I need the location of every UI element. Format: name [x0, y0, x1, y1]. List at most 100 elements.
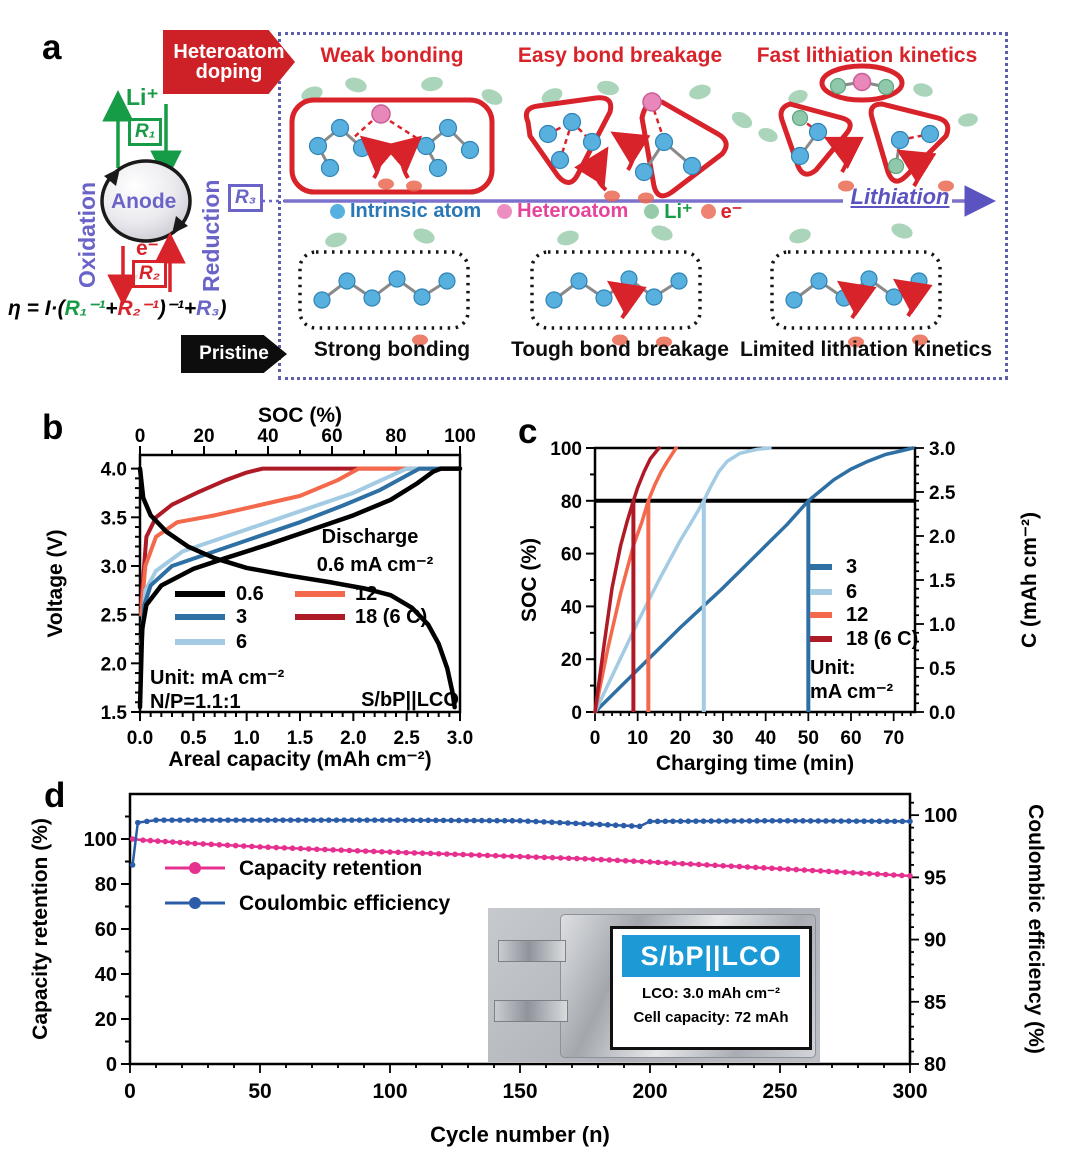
marker: [639, 858, 645, 865]
label-easy-bond-breakage: Easy bond breakage: [517, 44, 723, 67]
legend-label: Capacity retention: [239, 857, 422, 880]
marker: [738, 818, 745, 824]
marker: [492, 852, 499, 859]
y2-tick-label: 0.0: [929, 703, 955, 724]
marker: [169, 817, 175, 823]
marker: [801, 867, 808, 873]
molecule-easy-bond-breakage: [523, 80, 753, 204]
label-weak-bonding: Weak bonding: [320, 44, 464, 67]
x-tick-label: 200: [632, 1080, 667, 1103]
marker: [177, 817, 183, 823]
marker: [850, 869, 856, 876]
legend-label: 12: [846, 604, 868, 626]
marker: [273, 844, 280, 851]
marker: [370, 848, 377, 855]
marker: [663, 859, 670, 866]
marker: [708, 818, 714, 824]
x-tick-label: 150: [502, 1080, 537, 1103]
marker: [533, 854, 540, 860]
marker: [326, 817, 332, 823]
heteroatom-icon: [371, 104, 391, 124]
marker: [752, 864, 759, 871]
marker: [448, 817, 454, 824]
chart-soc-time: 0 10 20 30 40 50 60 70 0 20 40 60 80 100 0.0 0.5 1.0 1.5 2…: [520, 439, 1041, 775]
eq-part: )⁻¹+: [158, 297, 197, 320]
marker: [712, 862, 718, 869]
y2-tick-label: 2.5: [929, 483, 956, 504]
heteroatom-dot-icon: [497, 204, 513, 219]
soc-tick-label: 20: [193, 426, 214, 447]
marker: [484, 852, 491, 859]
marker: [899, 872, 905, 879]
marker: [612, 822, 619, 829]
series-0.6 charge: [137, 466, 463, 710]
marker: [364, 817, 370, 823]
marker: [517, 817, 523, 824]
marker: [411, 850, 418, 856]
marker: [679, 860, 686, 867]
soc-tick-label: 40: [257, 426, 278, 447]
marker: [596, 821, 603, 828]
x-tick-label: 50: [248, 1080, 271, 1103]
marker: [628, 823, 635, 829]
marker: [647, 818, 653, 825]
marker: [655, 859, 661, 866]
legend-li-ion: Li⁺: [644, 199, 693, 224]
marker: [478, 817, 485, 824]
legend-label: 3: [236, 606, 247, 628]
legend-intrinsic-atom: Intrinsic atom: [330, 200, 481, 223]
x-tick-label: 50: [798, 728, 819, 749]
inset-capacity-line: Cell capacity: 72 mAh: [633, 1009, 789, 1026]
x-tick-label: 0: [590, 728, 601, 749]
marker: [193, 817, 199, 823]
marker: [155, 838, 161, 844]
x-tick-label: 60: [840, 728, 861, 749]
marker: [281, 845, 288, 851]
marker: [460, 851, 466, 858]
legend-unit2: mA cm⁻²: [810, 681, 894, 703]
inset-info-box: S/bP||LCO LCO: 3.0 mAh cm⁻² Cell capacit…: [610, 926, 812, 1050]
marker: [427, 850, 434, 857]
r2-box: R₂: [132, 260, 167, 288]
marker: [509, 853, 515, 860]
heteroatom-icon: [642, 92, 662, 112]
marker: [440, 817, 447, 824]
marker: [800, 818, 806, 824]
marker: [784, 817, 791, 824]
banner-line1: Heteroatom: [173, 40, 285, 63]
marker: [395, 849, 401, 856]
x-tick-label: 100: [372, 1080, 407, 1103]
lithiation-label: Lithiation: [850, 184, 950, 209]
marker: [501, 817, 508, 824]
marker: [417, 817, 424, 824]
marker: [769, 817, 776, 824]
marker: [630, 858, 637, 864]
marker: [823, 818, 829, 824]
marker: [842, 869, 848, 876]
marker: [162, 838, 169, 845]
y2-tick-label: 1.5: [929, 571, 956, 592]
y-tick-label: 80: [561, 492, 582, 513]
soc-tick-label: 100: [444, 426, 476, 447]
heteroatom-doping-banner: Heteroatom doping: [163, 30, 295, 94]
pouch-tab-icon: [494, 1000, 568, 1022]
series-6: [593, 446, 772, 714]
y-tick-label: 40: [561, 597, 582, 618]
heteroatom-icon: [852, 72, 872, 92]
label-strong-bonding: Strong bonding: [313, 338, 471, 361]
marker: [685, 818, 692, 824]
marker: [192, 840, 198, 847]
inset-lco-line: LCO: 3.0 mAh cm⁻²: [642, 985, 780, 1002]
legend-label: 12: [355, 583, 377, 605]
marker: [147, 837, 154, 844]
series-12: [593, 446, 678, 714]
x-axis-label: Cycle number (n): [430, 1122, 610, 1147]
annotation-np: N/P=1.1:1: [150, 691, 241, 713]
y-tick-label: 60: [561, 545, 582, 566]
y-tick-label: 40: [95, 964, 117, 986]
marker: [280, 817, 286, 823]
marker: [295, 817, 302, 823]
marker: [314, 846, 320, 853]
eq-part: η = I·(: [8, 297, 65, 320]
marker: [486, 817, 493, 824]
